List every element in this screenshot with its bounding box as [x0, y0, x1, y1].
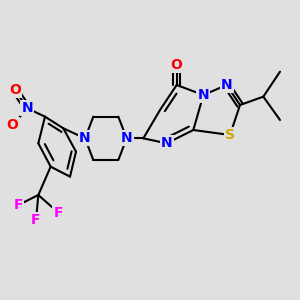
Text: N: N — [121, 131, 133, 145]
Text: F: F — [31, 213, 41, 227]
Text: N: N — [221, 78, 232, 92]
Text: N: N — [161, 136, 172, 150]
Text: S: S — [225, 128, 235, 142]
Text: O: O — [9, 83, 21, 97]
Text: F: F — [14, 198, 23, 212]
Text: F: F — [54, 206, 63, 220]
Text: N: N — [197, 88, 209, 102]
Text: N: N — [22, 101, 33, 115]
Text: O: O — [171, 58, 183, 72]
Text: O: O — [7, 118, 19, 132]
Text: N: N — [79, 131, 91, 145]
